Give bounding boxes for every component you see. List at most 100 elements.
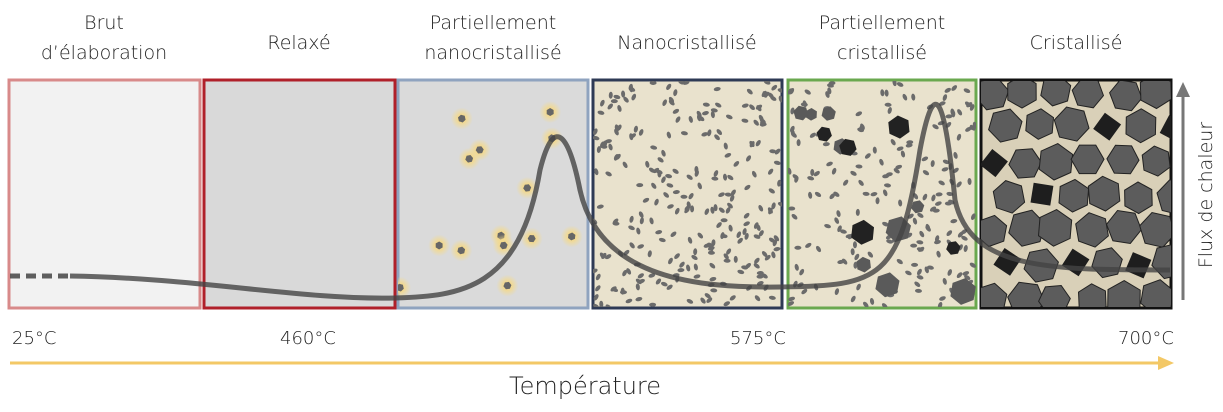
nanocrystal [768,295,776,300]
nanocrystal [942,159,950,165]
nanocrystal [969,262,976,268]
nanocrystal [862,191,870,196]
nanocrystal [626,268,632,275]
nanocrystal [916,275,924,280]
nanocrystal [875,197,880,205]
nanocrystal [932,208,940,213]
nanocrystal [718,192,725,197]
nanocrystal [773,247,781,252]
nanocrystal [605,139,612,144]
nanocrystal [610,286,617,292]
nanocrystal [637,244,645,249]
nanocrystal [814,191,822,198]
nanocrystal [648,167,656,173]
nanocrystal [753,263,760,269]
crystal [1070,144,1105,175]
crystal [981,282,1008,307]
nanocrystal [649,81,657,85]
nanocrystal [967,177,972,185]
nanocrystal [942,277,947,285]
nanocrystal [771,84,778,91]
heat-curve [69,101,1171,301]
nanocrystal [799,268,805,276]
nanocrystal [613,154,619,161]
stage-label: Partiellement [819,12,945,34]
nanocrystal [724,192,732,197]
nanocrystal [593,268,598,274]
nanocrystal [804,89,811,95]
crystal [1077,283,1107,307]
nanocrystal [625,298,633,304]
nanocrystal [707,129,712,137]
nanocrystal [916,240,924,245]
crystal [1107,280,1141,307]
nanocrystal [794,263,799,271]
nanocrystal [628,86,636,92]
crystal [793,105,809,121]
nanocrystal [790,107,795,115]
nanocrystal [628,225,635,231]
nanocrystal [635,283,640,291]
nanocrystal [629,242,635,249]
nanocrystal [701,132,709,137]
nanocrystal [771,202,776,210]
nanocrystal [773,160,781,165]
nanocrystal [771,251,776,259]
nanocrystal [729,194,735,202]
nanocrystal [686,264,691,272]
nanocrystal [680,194,688,199]
nanocrystal [636,183,644,188]
nanocrystal [746,155,752,162]
nanocrystal [829,193,836,200]
nanocrystal [969,104,975,111]
y-arrow-head [1176,82,1190,97]
nanocrystal [722,173,728,181]
nanocrystal [853,261,858,269]
nanocrystal [754,257,760,264]
nanocrystal [850,248,855,256]
x-axis-label: Température [509,372,661,400]
y-axis-label: Flux de chaleur [1195,122,1217,268]
nanocrystal [754,295,761,302]
nanocrystal [756,224,761,231]
nanocrystal [622,269,628,277]
nanocrystal [688,116,693,123]
nanocrystal [822,142,830,147]
nanocrystal [972,121,976,129]
nanocrystal [761,273,768,279]
nanocrystal [843,179,849,186]
nanocrystal [621,90,626,98]
nanocrystal [665,174,673,179]
nanocrystal [791,213,798,220]
crystal [1109,81,1143,112]
nanocrystal [916,268,922,276]
nanocrystal [649,217,654,225]
stage-labels: Brut d’élaboration Relaxé Partiellement nano… [41,12,1123,64]
nanocrystal [638,278,645,284]
nanocrystal [746,88,753,95]
crystal [1030,182,1054,206]
nanocrystal [796,139,801,147]
nanocrystal [702,102,710,107]
nanocrystal [912,217,918,225]
crystal [1093,112,1122,141]
nanocrystal [805,242,812,248]
nanocrystal [714,134,720,141]
crystal [988,108,1023,143]
nanocrystal [751,170,757,178]
nanocrystal [726,248,732,255]
crystal [946,241,961,255]
nanocrystal [638,211,644,218]
nanocrystal [709,276,717,282]
nanocrystal [911,262,919,267]
nanocrystal [728,224,733,232]
nanocrystal [935,201,942,206]
nanocrystal [743,221,750,227]
particle-group [788,81,976,307]
nanocrystal [667,204,674,209]
nanocrystal [813,170,820,177]
crystal [1124,181,1153,215]
nanocrystal [619,290,627,295]
nanocrystal [622,161,628,169]
nanocrystal [675,116,681,123]
